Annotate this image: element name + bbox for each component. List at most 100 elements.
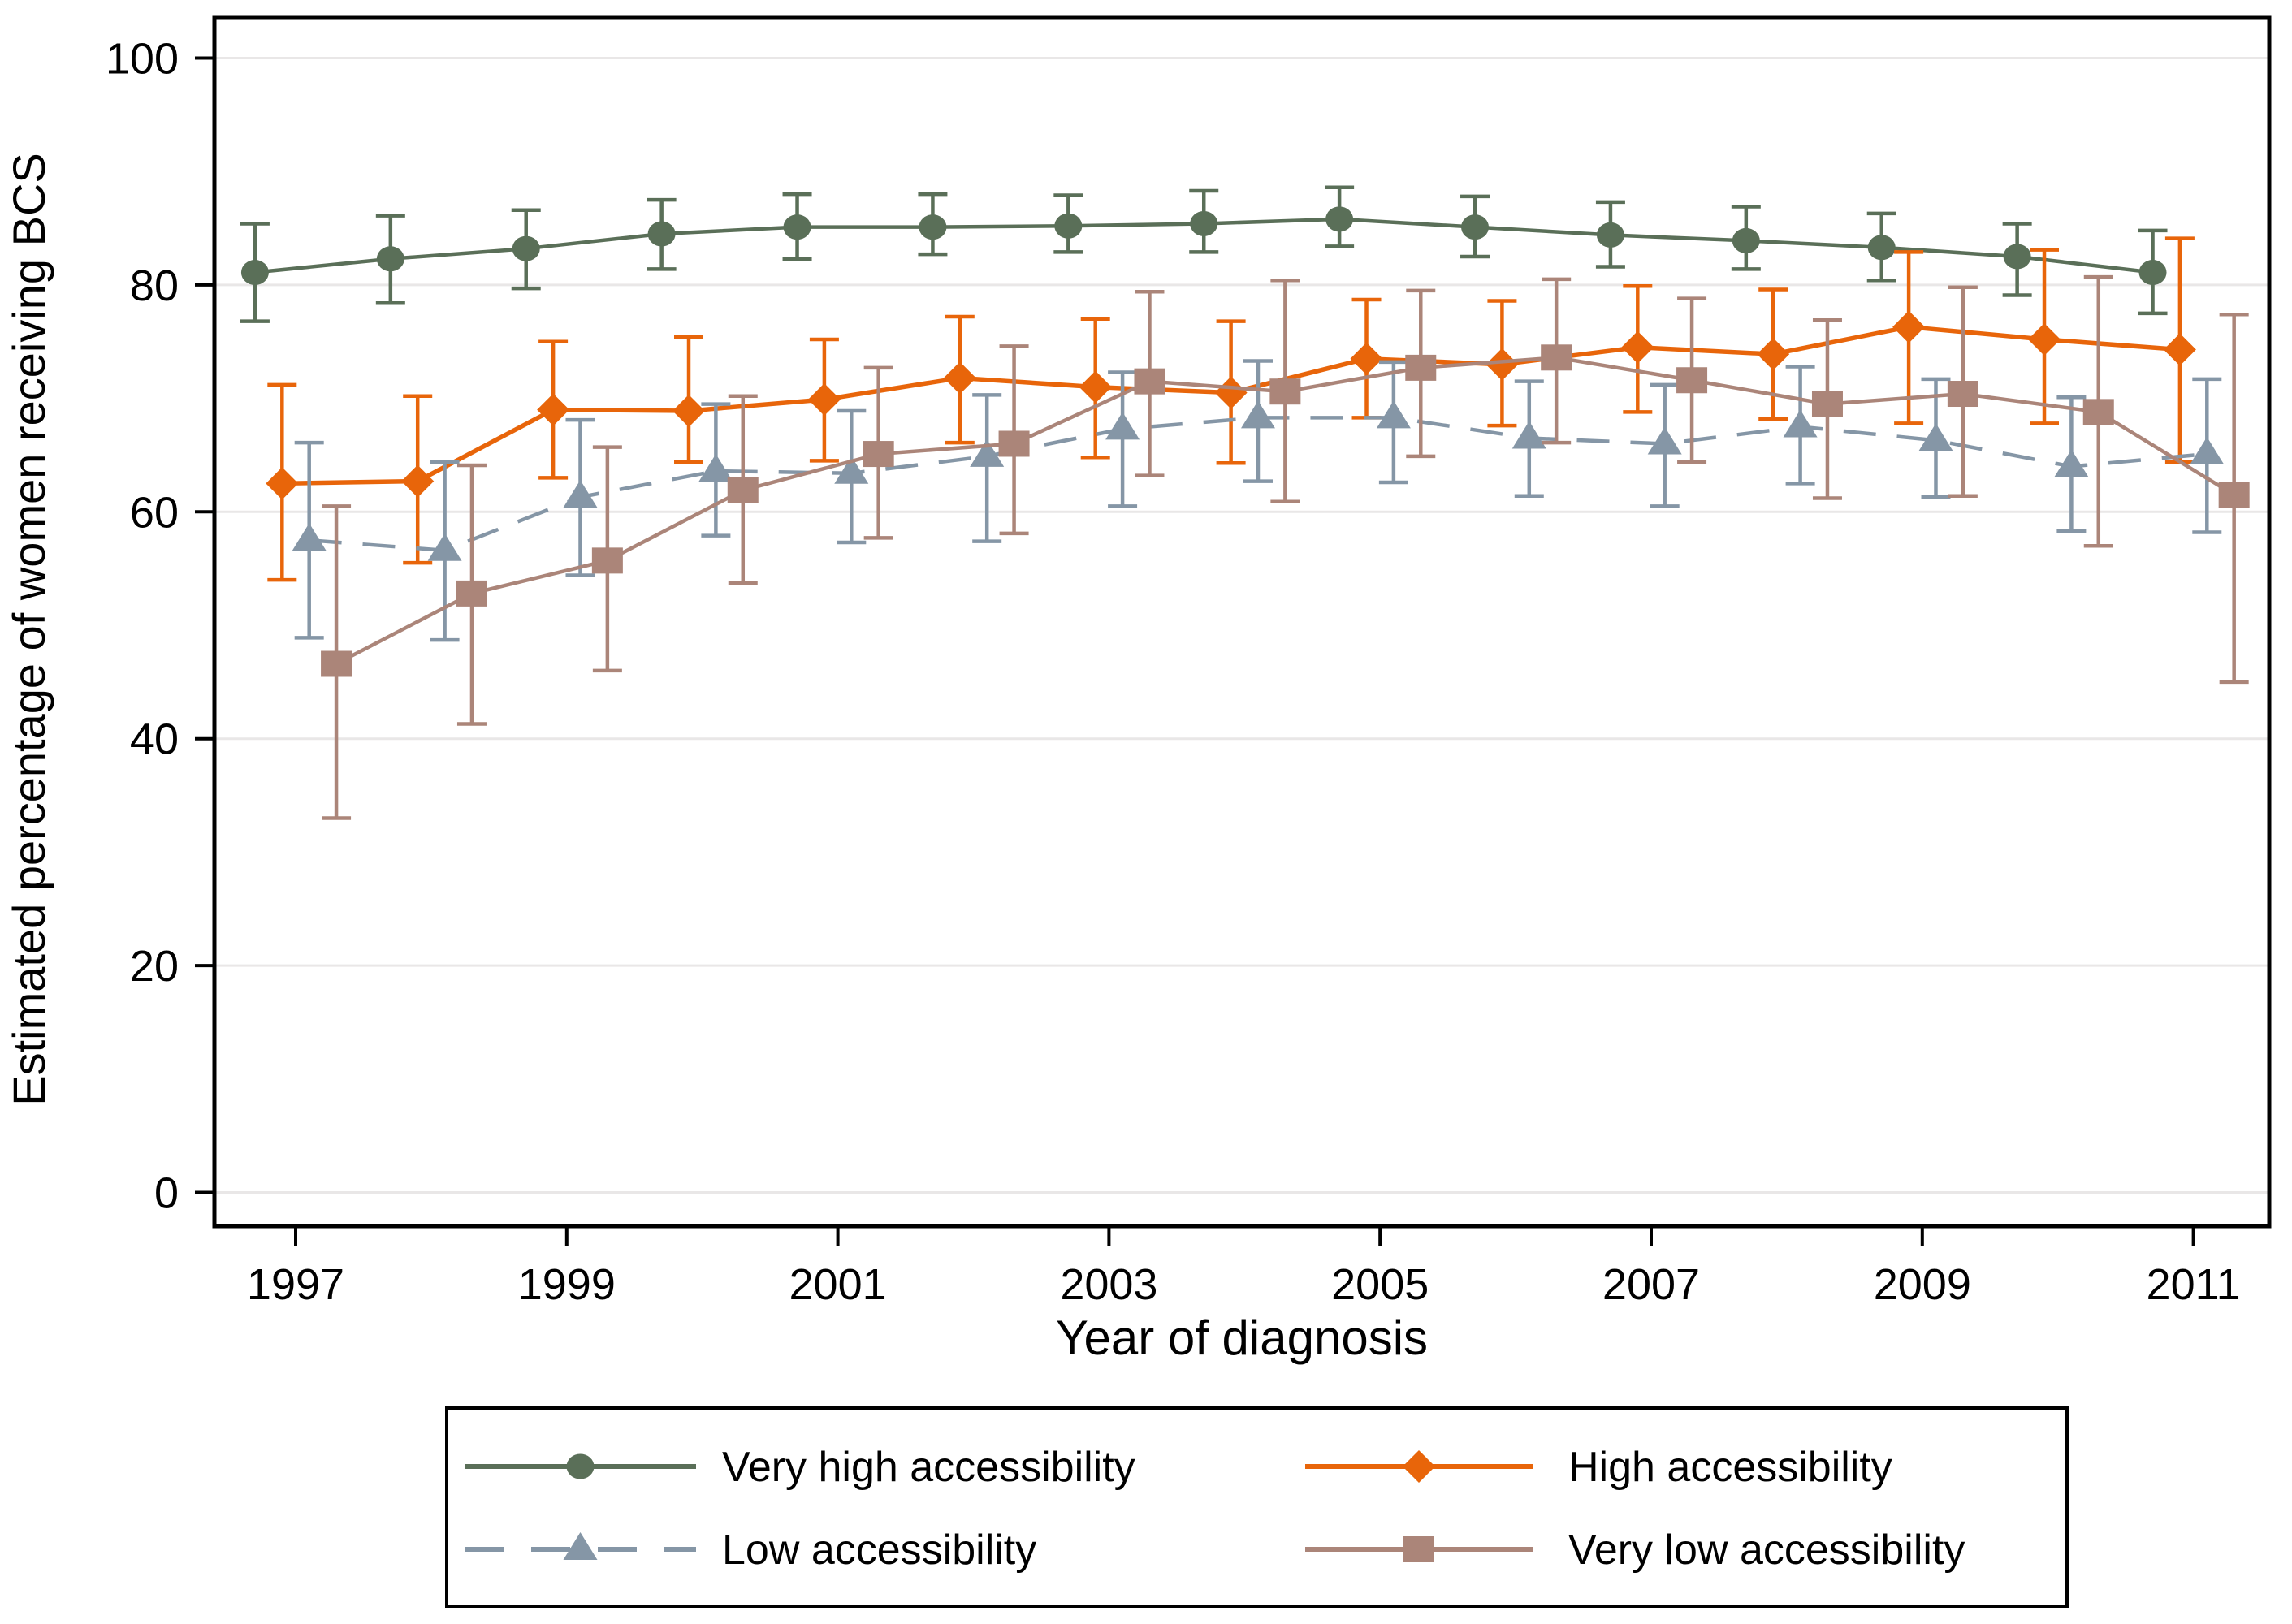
y-axis-title: Estimated percentage of women receiving …	[3, 153, 54, 1105]
data-point-2003	[1079, 370, 1112, 404]
data-point-2007	[1621, 330, 1654, 364]
x-tick-label-2011: 2011	[2147, 1260, 2241, 1309]
data-point-1999	[512, 235, 540, 261]
data-point-1999	[563, 480, 598, 508]
data-point-2000	[698, 454, 733, 482]
data-point-1998	[376, 246, 404, 272]
data-point-2009	[1918, 423, 1953, 451]
data-point-1997	[321, 650, 352, 677]
data-point-1999	[591, 547, 623, 574]
x-tick-label-1999: 1999	[518, 1260, 616, 1309]
data-point-2006	[1541, 344, 1572, 371]
data-point-2005	[1405, 354, 1437, 381]
y-tick-label-80: 80	[130, 261, 179, 310]
series-layer	[240, 185, 2250, 820]
data-point-2006	[1511, 421, 1546, 449]
data-point-2011	[2163, 333, 2196, 366]
legend-label: Very high accessibility	[722, 1444, 1135, 1491]
data-point-2001	[783, 214, 811, 240]
data-point-2011	[2190, 437, 2225, 465]
data-point-1998	[401, 464, 435, 498]
data-point-2009	[1947, 381, 1978, 408]
legend-box	[445, 1406, 2069, 1608]
series-very-high-accessibility	[240, 185, 2168, 323]
data-point-2007	[1647, 426, 1682, 455]
x-tick-label-1997: 1997	[247, 1260, 344, 1309]
data-point-2008	[1811, 391, 1843, 417]
data-point-2004	[1240, 400, 1275, 429]
data-point-1997	[240, 260, 269, 286]
data-point-2002	[943, 361, 976, 395]
data-point-1998	[456, 580, 487, 607]
legend-square-icon	[1403, 1536, 1434, 1562]
data-point-2010	[2054, 449, 2089, 477]
data-point-2003	[1105, 412, 1140, 440]
error-bar-2002	[972, 393, 1002, 543]
legend-item-very-low-accessibility: Very low accessibility	[1305, 1527, 1965, 1574]
data-point-2000	[672, 394, 706, 427]
x-tick-label-2005: 2005	[1331, 1260, 1429, 1309]
y-tick-label-100: 100	[106, 35, 179, 84]
x-tick-label-2003: 2003	[1060, 1260, 1157, 1309]
legend-circle-icon	[566, 1453, 595, 1479]
data-point-2007	[1676, 367, 1708, 394]
legend-diamond-icon	[1403, 1450, 1435, 1483]
y-tick-label-60: 60	[130, 488, 179, 537]
data-point-2005	[1350, 342, 1383, 375]
data-point-2002	[970, 438, 1005, 467]
data-point-2005	[1325, 206, 1354, 232]
series-low-accessibility	[292, 359, 2225, 642]
legend-label: Very low accessibility	[1568, 1527, 1965, 1574]
y-tick-label-20: 20	[130, 942, 179, 991]
axes-layer: 0 20 40 60 80 100 1997 1999 2001 2003 2005 2007 2009…	[106, 15, 2272, 1309]
legend: Very high accessibility High accessibilit…	[445, 1406, 2069, 1608]
data-point-2004	[1269, 378, 1301, 405]
series-very-low-accessibility	[321, 274, 2250, 820]
data-point-2008	[1783, 409, 1818, 438]
data-point-2001	[834, 456, 869, 484]
data-point-2001	[807, 382, 841, 416]
data-point-2011	[2138, 260, 2167, 286]
data-point-2001	[863, 441, 894, 468]
y-tick-label-0: 0	[154, 1169, 179, 1218]
data-point-2007	[1596, 222, 1624, 248]
data-point-2003	[1134, 368, 1165, 395]
y-tick-label-40: 40	[130, 715, 179, 764]
legend-label: Low accessibility	[722, 1527, 1036, 1574]
series-high-accessibility	[266, 236, 2196, 582]
x-tick-label-2007: 2007	[1602, 1260, 1700, 1309]
data-point-2006	[1461, 214, 1490, 240]
legend-item-low-accessibility: Low accessibility	[465, 1527, 1036, 1574]
x-axis-title: Year of diagnosis	[1056, 1311, 1428, 1365]
data-point-2009	[1892, 310, 1926, 343]
data-point-2010	[2003, 244, 2031, 270]
data-point-2010	[2028, 322, 2061, 356]
x-tick-label-2001: 2001	[789, 1260, 887, 1309]
gridlines-layer	[214, 57, 2269, 1194]
data-point-2003	[1054, 213, 1083, 239]
data-point-2009	[1867, 235, 1896, 261]
data-point-2002	[998, 430, 1030, 457]
data-point-1997	[292, 523, 327, 551]
data-point-2011	[2218, 482, 2250, 508]
data-point-2004	[1214, 376, 1248, 409]
data-point-2000	[647, 221, 676, 247]
data-point-1998	[427, 533, 462, 561]
legend-triangle-icon	[563, 1532, 598, 1560]
plot-border	[212, 15, 2272, 1229]
data-point-2002	[919, 214, 947, 240]
legend-label: High accessibility	[1568, 1444, 1892, 1491]
data-point-2005	[1376, 400, 1411, 429]
data-point-2004	[1190, 210, 1218, 236]
data-point-2010	[2082, 399, 2114, 425]
data-point-1997	[266, 467, 299, 500]
data-point-1999	[537, 393, 570, 426]
data-point-2000	[727, 477, 759, 503]
data-point-2008	[1732, 227, 1760, 253]
data-point-2008	[1757, 338, 1790, 371]
x-tick-label-2009: 2009	[1874, 1260, 1971, 1309]
legend-item-very-high-accessibility: Very high accessibility	[465, 1444, 1135, 1491]
data-point-2006	[1485, 348, 1519, 381]
